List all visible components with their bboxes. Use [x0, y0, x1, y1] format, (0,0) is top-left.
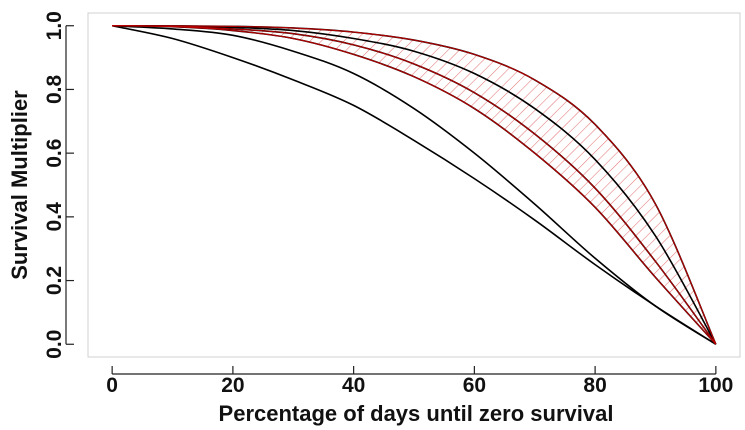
x-tick-label: 80: [583, 374, 606, 397]
shaded-band-layer: [112, 25, 716, 345]
y-axis-title: Survival Multiplier: [7, 90, 32, 280]
x-tick-label: 60: [463, 374, 486, 397]
series-line-2: [112, 24, 717, 345]
plot-frame: [87, 12, 741, 358]
y-tick-label: 0.2: [43, 266, 66, 295]
x-axis-title: Percentage of days until zero survival: [219, 401, 614, 426]
highlight-series-line: [112, 25, 717, 345]
y-tick-label: 0.0: [43, 330, 66, 359]
x-tick-label: 20: [221, 374, 244, 397]
y-tick-label: 0.6: [43, 139, 66, 168]
x-tick-label: 100: [698, 374, 733, 397]
y-tick-label: 0.8: [43, 75, 66, 105]
series-layer: [111, 24, 717, 345]
y-tick-label: 0.4: [43, 202, 66, 232]
band-lower-edge: [112, 25, 717, 345]
x-tick-label: 40: [342, 374, 365, 397]
band-upper-edge: [112, 25, 717, 345]
series-line-1: [111, 24, 717, 345]
y-tick-label: 1.0: [43, 11, 66, 40]
x-tick-label: 0: [106, 374, 118, 397]
axes: 0 20 40 60 80 100 0.0 0.2 0.4 0.6 0.8 1.0: [43, 11, 733, 397]
shaded-band: [112, 25, 716, 345]
